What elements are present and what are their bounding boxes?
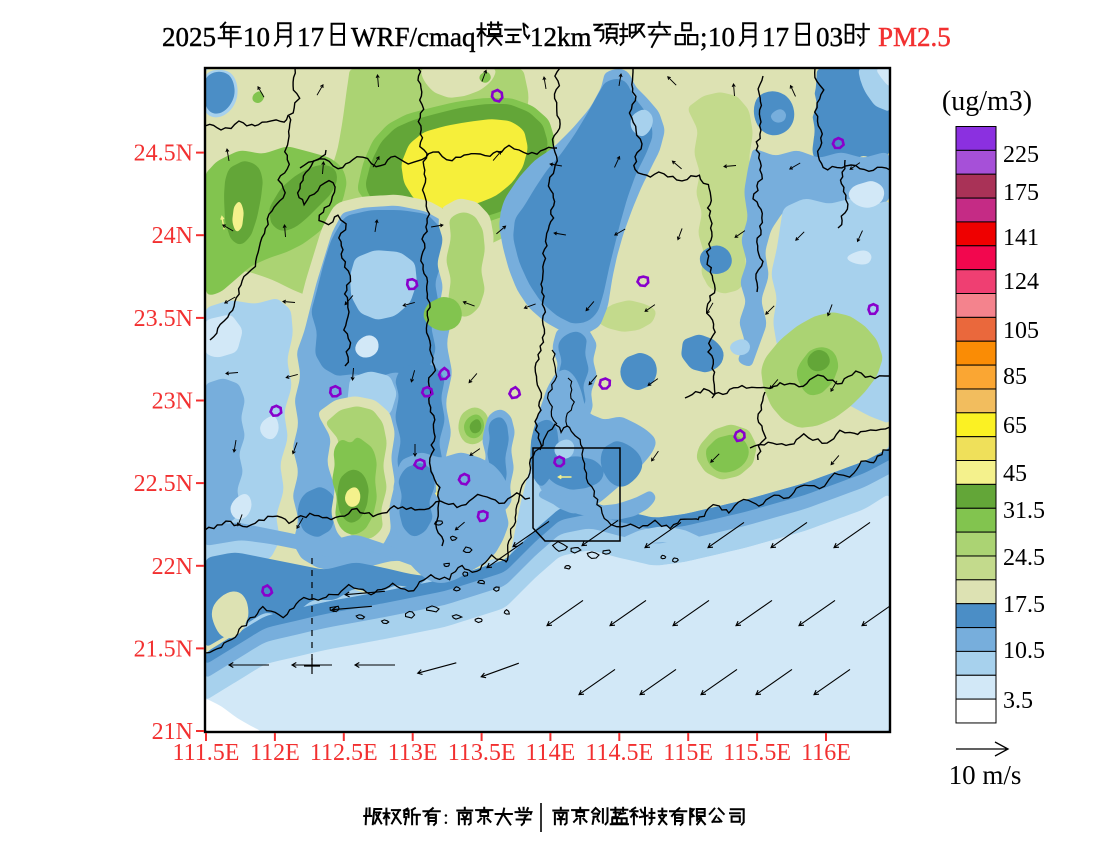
svg-text:24.5: 24.5 [1003, 545, 1045, 571]
svg-text:10.5: 10.5 [1003, 638, 1045, 664]
svg-text::: : [443, 805, 449, 829]
svg-text:10: 10 [708, 22, 735, 52]
svg-text:23N: 23N [152, 389, 193, 415]
svg-text:24.5N: 24.5N [134, 141, 193, 167]
svg-text:124: 124 [1003, 269, 1039, 295]
svg-text:10: 10 [243, 22, 270, 52]
svg-text:21N: 21N [152, 719, 193, 745]
svg-text:114E: 114E [526, 740, 576, 766]
svg-text:105: 105 [1003, 318, 1039, 344]
svg-text:17.5: 17.5 [1003, 592, 1045, 618]
svg-text:112.5E: 112.5E [310, 740, 378, 766]
svg-text:PM2.5: PM2.5 [878, 22, 951, 52]
svg-text:22.5N: 22.5N [134, 471, 193, 497]
svg-text:115.5E: 115.5E [723, 740, 791, 766]
svg-text:116E: 116E [801, 740, 851, 766]
svg-text:21.5N: 21.5N [134, 636, 193, 662]
svg-text:113.5E: 113.5E [448, 740, 516, 766]
svg-text:112E: 112E [250, 740, 300, 766]
svg-text:17: 17 [762, 22, 789, 52]
svg-text:113E: 113E [388, 740, 438, 766]
svg-text:24N: 24N [152, 223, 193, 249]
svg-text:;: ; [700, 22, 708, 52]
svg-text:22N: 22N [152, 554, 193, 580]
svg-text:111.5E: 111.5E [173, 740, 240, 766]
svg-text:114.5E: 114.5E [585, 740, 653, 766]
svg-text:23.5N: 23.5N [134, 306, 193, 332]
svg-text:115E: 115E [663, 740, 713, 766]
svg-text:85: 85 [1003, 364, 1027, 390]
svg-text:65: 65 [1003, 413, 1027, 439]
svg-text:17: 17 [297, 22, 324, 52]
svg-text:2025: 2025 [162, 22, 216, 52]
svg-text:175: 175 [1003, 180, 1039, 206]
svg-text:31.5: 31.5 [1003, 498, 1045, 524]
svg-text:10 m/s: 10 m/s [949, 760, 1022, 790]
svg-text:03: 03 [816, 22, 843, 52]
svg-text:(ug/m3): (ug/m3) [942, 86, 1032, 117]
svg-text:45: 45 [1003, 461, 1027, 487]
svg-text:WRF/cmaq: WRF/cmaq [351, 22, 476, 52]
svg-text:3.5: 3.5 [1003, 688, 1033, 714]
svg-text:225: 225 [1003, 142, 1039, 168]
svg-text:12km: 12km [530, 22, 592, 52]
svg-text:141: 141 [1003, 225, 1039, 251]
